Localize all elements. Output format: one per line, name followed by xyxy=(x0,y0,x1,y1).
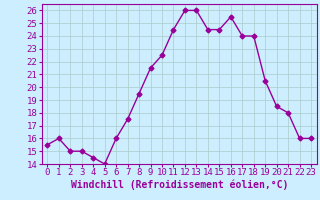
X-axis label: Windchill (Refroidissement éolien,°C): Windchill (Refroidissement éolien,°C) xyxy=(70,180,288,190)
